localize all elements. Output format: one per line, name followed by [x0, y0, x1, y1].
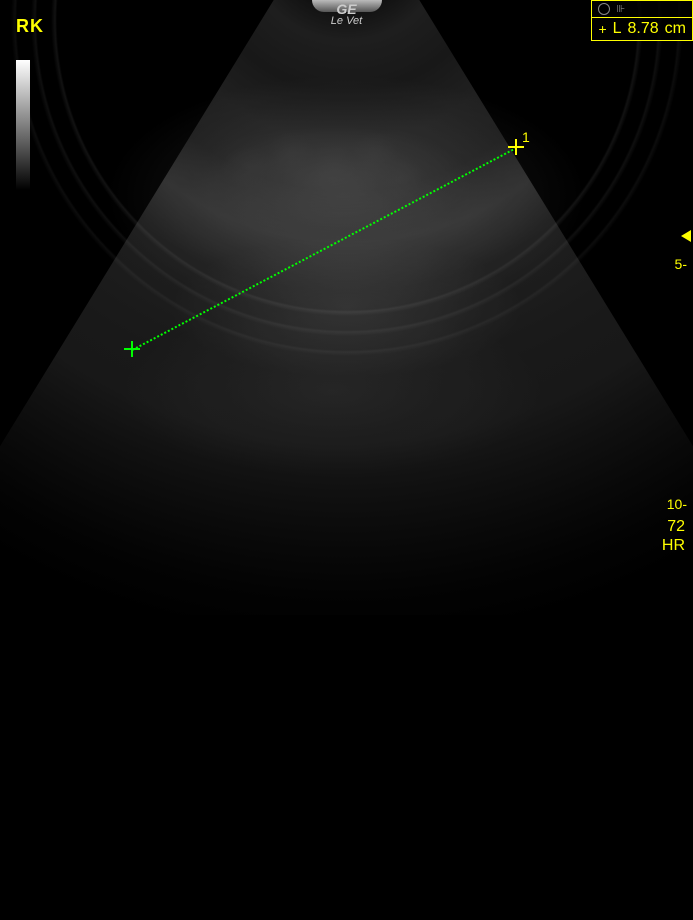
- caliper-endpoint-1[interactable]: [124, 341, 140, 357]
- view-label: RK: [16, 16, 44, 37]
- measurement-header-extra: ⊪: [616, 4, 625, 15]
- hr-label: HR: [662, 536, 685, 555]
- caliper-index-label: 1: [522, 129, 530, 145]
- depth-tick-5: 5-: [675, 256, 687, 272]
- measurement-value: 8.78: [628, 20, 659, 38]
- grayscale-bar: [16, 60, 30, 190]
- ultrasound-image-area: [0, 0, 693, 559]
- measurement-label: L: [613, 20, 622, 38]
- depth-tick-10: 10-: [667, 496, 687, 512]
- depth-scale: 5- 10-: [673, 0, 693, 559]
- heart-rate-readout: 72 HR: [662, 517, 685, 555]
- caliper-plus-icon: +: [598, 22, 606, 36]
- focal-zone-caret-icon[interactable]: [681, 230, 691, 242]
- brand-label: GE Le Vet: [331, 2, 362, 27]
- scan-tissue-noise: [0, 0, 693, 559]
- brand-line2: Le Vet: [331, 16, 362, 27]
- brand-line1: GE: [331, 2, 362, 16]
- circle-icon: [598, 3, 610, 15]
- hr-value: 72: [662, 517, 685, 536]
